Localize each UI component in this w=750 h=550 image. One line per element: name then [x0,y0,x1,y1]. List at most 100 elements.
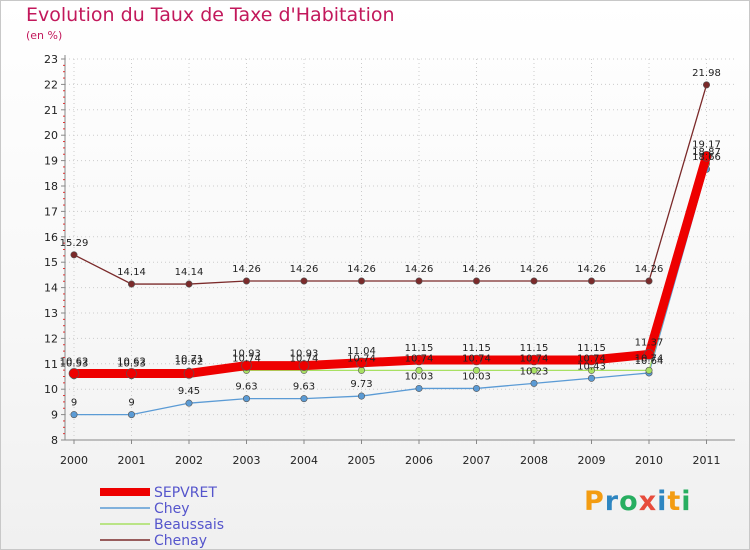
data-point-chey [70,411,78,419]
data-point-chey [472,384,480,392]
series-line-beaussais [73,163,708,377]
data-point-chenay [415,277,423,285]
x-tick-label: 2011 [693,454,721,467]
data-label-chey: 9.73 [350,379,372,390]
data-point-sepvret [471,354,482,366]
data-label-chenay: 14.26 [232,264,261,275]
data-point-sepvret [68,368,80,379]
data-point-chey [185,399,193,407]
data-label-chey: 18.66 [692,152,721,163]
data-point-sepvret [528,354,540,366]
axes: 8 9 10 11 12 13 14 15 16 17 18 19 20 21 22 23 2000 2001 20… [44,53,735,467]
data-label-beaussais: 10.74 [462,353,491,364]
data-point-chey [530,379,538,387]
data-point-chenay [128,280,136,288]
data-label-beaussais: 10.74 [290,353,319,364]
series-line-chey [73,168,708,416]
logo-letter: t [667,486,682,517]
data-point-sepvret [183,368,195,379]
x-tick-label: 2001 [118,454,146,467]
y-tick-label: 13 [44,307,58,320]
x-tick-label: 2000 [60,454,88,467]
y-tick-label: 22 [44,78,58,91]
data-label-sepvret: 10.62 [60,356,89,367]
data-label-chey: 9 [71,398,77,409]
data-label-sepvret: 11.15 [577,343,606,354]
data-label-chenay: 14.14 [175,267,204,278]
data-point-sepvret [356,357,367,369]
y-tick-label: 20 [44,129,58,142]
data-point-chenay [472,277,480,285]
data-point-chenay [530,277,538,285]
data-label-chenay: 14.26 [520,264,549,275]
y-tick-label: 8 [51,434,58,447]
data-label-chey: 9.45 [178,386,200,397]
data-label-chey: 10.03 [405,371,434,382]
data-label-chenay: 14.26 [462,264,491,275]
data-point-sepvret [413,354,425,366]
y-tick-label: 18 [44,180,58,193]
legend-label-chey: Chey [154,501,190,517]
proxiti-logo: Proxiti [584,486,692,517]
series-line-chenay [73,84,708,285]
data-label-chey: 9.63 [235,382,257,393]
data-point-chenay [300,277,308,285]
data-label-beaussais: 10.74 [577,353,606,364]
logo-letter: o [619,486,639,517]
data-label-chenay: 14.26 [405,264,434,275]
data-point-sepvret [298,360,310,371]
data-point-beaussais [357,366,365,374]
y-tick-label: 10 [44,383,58,396]
data-point-sepvret [701,150,712,162]
data-label-beaussais: 10.74 [635,353,664,364]
data-label-chey: 10.43 [577,361,606,372]
legend-label-sepvret: SEPVRET [154,485,217,501]
y-tick-label: 15 [44,256,58,269]
data-label-chey: 10.03 [462,371,491,382]
data-label-beaussais: 10.53 [60,359,89,370]
data-point-chey [357,392,365,400]
y-tick-label: 14 [44,282,58,295]
data-point-beaussais [530,366,538,374]
data-label-chenay: 14.26 [290,264,319,275]
x-tick-label: 2008 [520,454,548,467]
x-tick-label: 2009 [578,454,606,467]
y-tick-label: 21 [44,104,58,117]
data-point-chenay [243,277,251,285]
data-label-chey: 9 [128,398,134,409]
chart-subtitle: (en %) [26,29,63,42]
data-label-sepvret: 11.04 [347,346,376,357]
data-label-sepvret: 11.15 [405,343,434,354]
data-point-beaussais [645,366,653,374]
data-point-sepvret [643,349,655,360]
data-point-chenay [645,277,653,285]
logo-letter: r [604,486,620,517]
x-tick-label: 2006 [405,454,433,467]
data-label-chenay: 14.26 [635,264,664,275]
data-label-chenay: 14.26 [347,264,376,275]
grid [65,58,735,441]
data-label-beaussais: 10.71 [175,354,204,365]
data-label-beaussais: 10.74 [405,353,434,364]
data-point-beaussais [587,366,595,374]
data-label-sepvret: 19.17 [692,139,721,150]
legend-label-beaussais: Beaussais [154,517,224,533]
data-point-beaussais [415,366,423,374]
data-label-beaussais: 10.74 [232,353,261,364]
x-tick-label: 2003 [233,454,261,467]
series-line-sepvret [69,151,711,378]
x-tick-label: 2002 [175,454,203,467]
x-tick-label: 2004 [290,454,318,467]
data-label-chenay: 21.98 [692,68,721,79]
data-point-chenay [587,277,595,285]
data-label-sepvret: 10.93 [232,349,261,360]
y-tick-label: 17 [44,205,58,218]
data-point-sepvret [126,368,137,379]
y-tick-label: 11 [44,358,58,371]
data-point-sepvret [586,354,597,366]
logo-letter: x [638,486,658,517]
data-label-chenay: 14.14 [117,267,146,278]
data-label-sepvret: 10.62 [117,356,146,367]
